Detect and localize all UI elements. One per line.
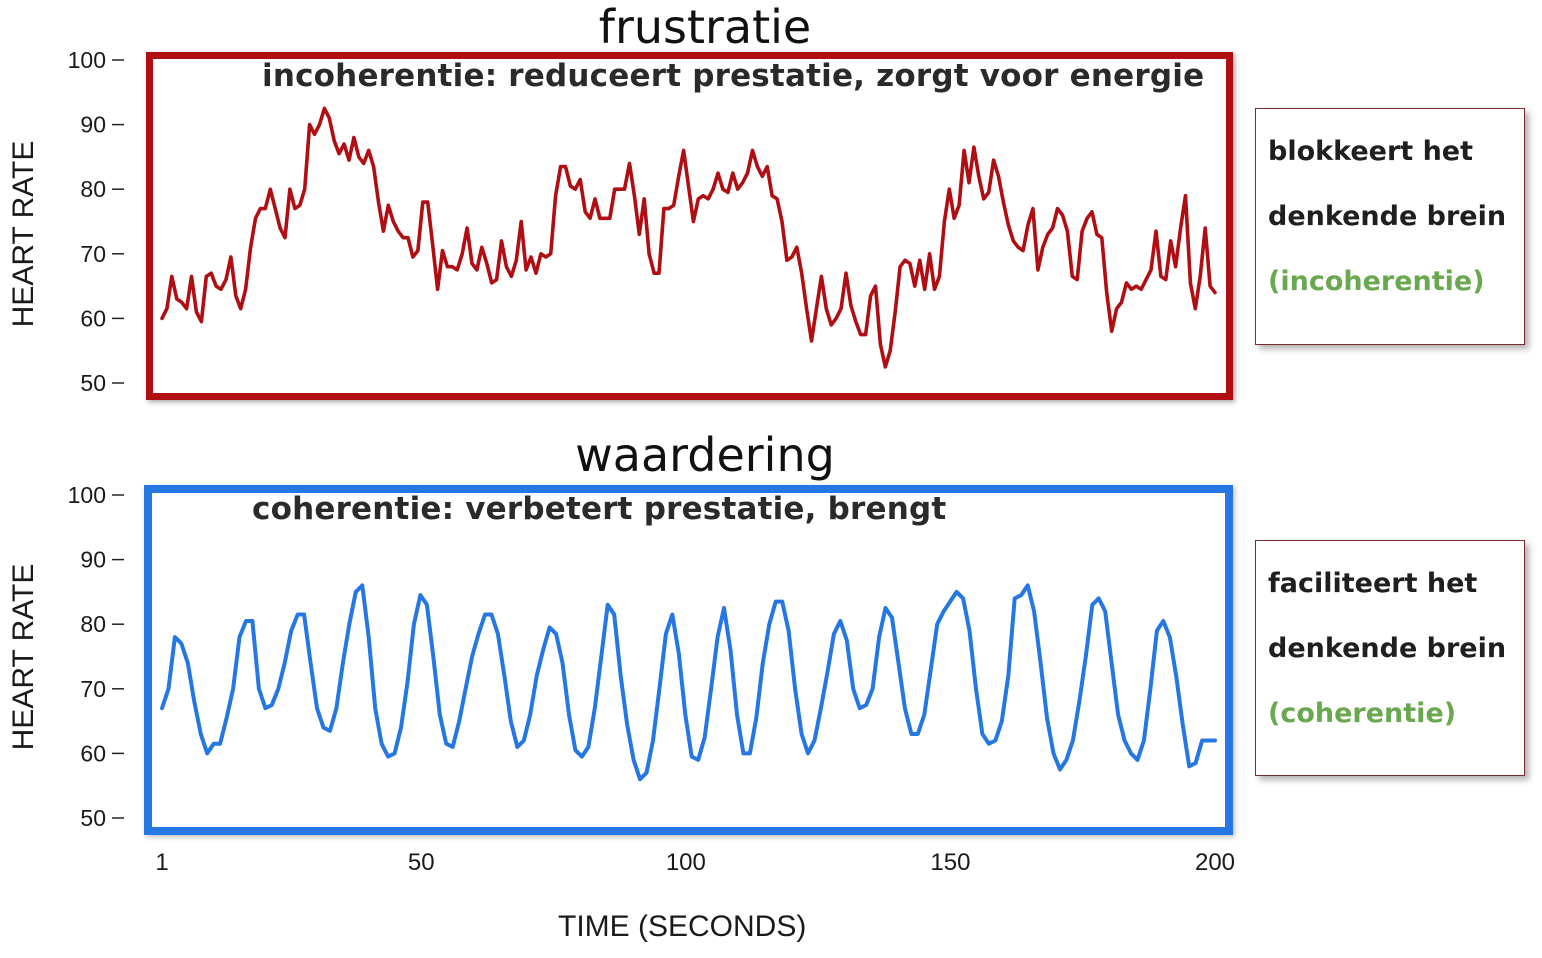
top-chart-frame bbox=[146, 52, 1233, 400]
bottom-annotation-line-1: faciliteert het bbox=[1268, 568, 1478, 599]
x-tick-label: 200 bbox=[1195, 849, 1235, 876]
y-tick-label: 80 bbox=[80, 176, 106, 202]
bottom-annotation-line-3: (coherentie) bbox=[1268, 698, 1457, 729]
y-tick-label: 60 bbox=[80, 740, 106, 766]
y-tick-label: 50 bbox=[80, 370, 106, 396]
x-tick-label: 100 bbox=[666, 849, 706, 876]
y-tick-label: 70 bbox=[80, 676, 106, 702]
x-axis-title: TIME (SECONDS) bbox=[558, 910, 807, 943]
top-y-axis-label: HEART RATE bbox=[7, 140, 40, 328]
bottom-chart-title: waardering bbox=[575, 428, 835, 482]
bottom-chart-frame bbox=[144, 485, 1233, 835]
y-tick-label: 60 bbox=[80, 305, 106, 331]
top-annotation-line-2: denkende brein bbox=[1268, 201, 1507, 232]
top-annotation-box: blokkeert het denkende brein (incoherent… bbox=[1255, 108, 1525, 345]
top-chart-title: frustratie bbox=[598, 0, 812, 54]
x-tick-label: 50 bbox=[408, 849, 435, 876]
top-annotation-line-1: blokkeert het bbox=[1268, 136, 1474, 167]
y-tick-label: 70 bbox=[80, 241, 106, 267]
bottom-y-axis-label: HEART RATE bbox=[7, 563, 40, 751]
y-tick-label: 100 bbox=[68, 482, 106, 508]
y-tick-label: 100 bbox=[68, 47, 106, 73]
x-tick-label: 150 bbox=[930, 849, 970, 876]
bottom-chart-subtitle: coherentie: verbetert prestatie, brengt bbox=[252, 491, 947, 527]
bottom-annotation-line-2: denkende brein bbox=[1268, 633, 1507, 664]
y-tick-label: 90 bbox=[80, 547, 106, 573]
bottom-annotation-box: faciliteert het denkende brein (coherent… bbox=[1255, 540, 1525, 776]
y-tick-label: 80 bbox=[80, 611, 106, 637]
y-tick-label: 50 bbox=[80, 805, 106, 831]
top-chart-subtitle: incoherentie: reduceert prestatie, zorgt… bbox=[262, 58, 1205, 94]
x-tick-label: 1 bbox=[155, 849, 168, 876]
top-annotation-line-3: (incoherentie) bbox=[1268, 266, 1485, 297]
y-tick-label: 90 bbox=[80, 112, 106, 138]
